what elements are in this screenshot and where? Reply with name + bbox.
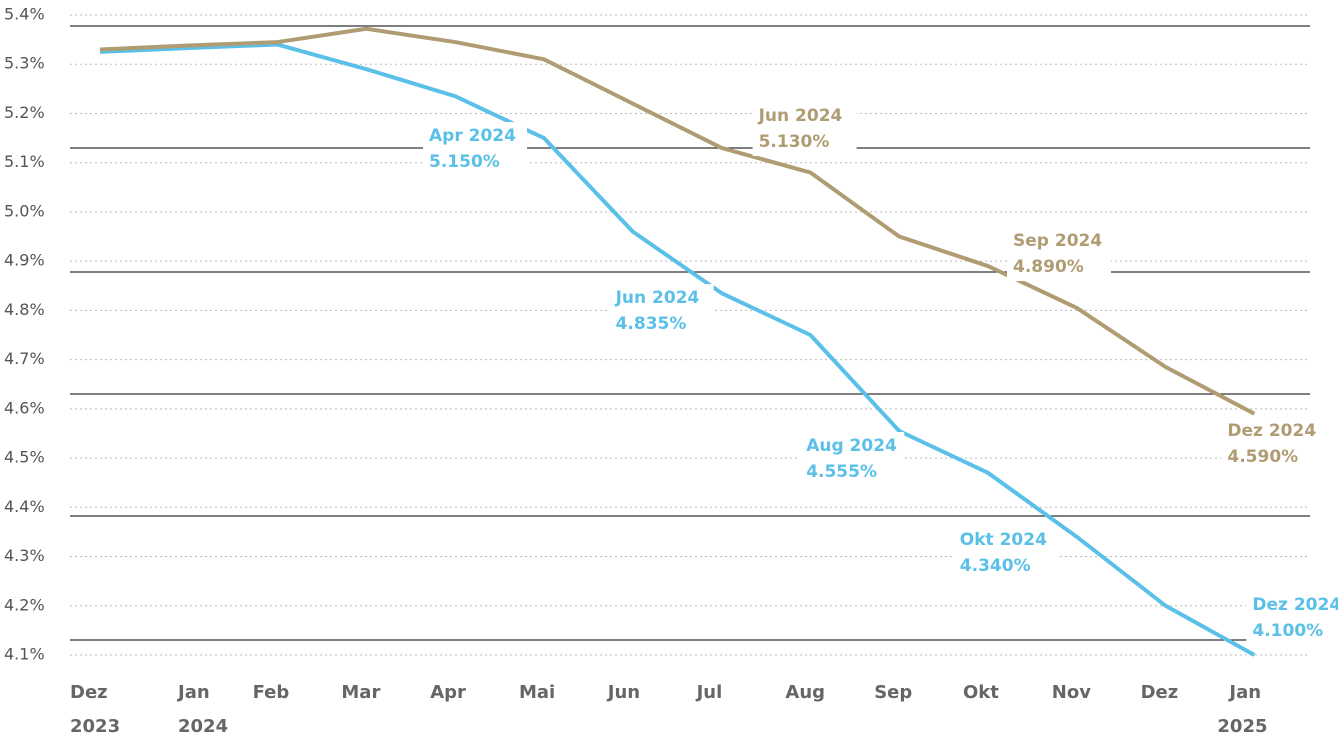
annotation-value: 4.835%: [616, 314, 687, 334]
x-tick-label: Jul: [695, 682, 723, 703]
x-tick-label: Mai: [519, 682, 555, 703]
x-tick-year: 2024: [178, 716, 228, 736]
annotation-date: Okt 2024: [960, 530, 1047, 550]
x-tick-label: Sep: [874, 682, 912, 703]
x-tick-label: Jan: [1227, 682, 1261, 703]
annotation-value: 4.890%: [1013, 257, 1084, 277]
annotation-value: 4.590%: [1227, 447, 1298, 467]
x-tick-label: Aug: [785, 682, 825, 703]
y-tick-label: 5.2%: [4, 103, 45, 122]
annotation-value: 4.340%: [960, 556, 1031, 576]
annotation-value: 5.150%: [429, 152, 500, 172]
label-bg: [1246, 591, 1338, 645]
y-tick-label: 4.7%: [4, 349, 45, 368]
annotation-value: 5.130%: [759, 132, 830, 152]
y-tick-label: 4.2%: [4, 595, 45, 614]
series-line: [99, 42, 1256, 657]
y-tick-label: 4.5%: [4, 448, 45, 467]
x-tick-label: Jan: [176, 682, 210, 703]
label-bg: [800, 432, 905, 486]
y-tick-label: 4.9%: [4, 251, 45, 270]
y-tick-label: 5.3%: [4, 54, 45, 73]
label-bg: [1007, 227, 1111, 282]
label-bg: [423, 122, 527, 177]
annotation-value: 4.555%: [806, 462, 877, 482]
x-tick-label: Dez: [1141, 682, 1179, 703]
x-tick-label: Feb: [253, 682, 290, 703]
annotation-date: Jun 2024: [758, 106, 843, 126]
y-tick-label: 4.3%: [4, 546, 45, 565]
x-tick-label: Apr: [430, 682, 466, 703]
annotation-date: Aug 2024: [806, 436, 897, 456]
x-tick-label: Nov: [1052, 682, 1091, 703]
annotation-date: Dez 2024: [1227, 421, 1316, 441]
y-tick-label: 5.0%: [4, 201, 45, 220]
label-bg: [953, 525, 1058, 580]
x-tick-year: 2023: [70, 716, 120, 736]
annotation-date: Sep 2024: [1013, 231, 1102, 251]
annotation-date: Dez 2024: [1252, 595, 1338, 615]
y-tick-label: 4.8%: [4, 300, 45, 319]
y-tick-label: 4.1%: [4, 645, 45, 664]
annotation-date: Apr 2024: [429, 126, 516, 146]
x-tick-label: Jun: [606, 682, 640, 703]
y-tick-label: 5.4%: [4, 5, 45, 24]
label-bg: [609, 284, 714, 339]
x-tick-label: Okt: [963, 682, 999, 703]
y-tick-label: 4.6%: [4, 398, 45, 417]
annotation-value: 4.100%: [1252, 621, 1323, 641]
y-tick-label: 5.1%: [4, 152, 45, 171]
series-line: [99, 26, 1256, 416]
x-tick-label: Dez: [70, 682, 108, 703]
y-tick-label: 4.4%: [4, 497, 45, 516]
label-bg: [752, 101, 857, 156]
x-tick-year: 2025: [1217, 716, 1267, 736]
label-bg: [1221, 416, 1326, 471]
annotation-date: Jun 2024: [615, 288, 700, 308]
x-tick-label: Mar: [341, 682, 380, 703]
